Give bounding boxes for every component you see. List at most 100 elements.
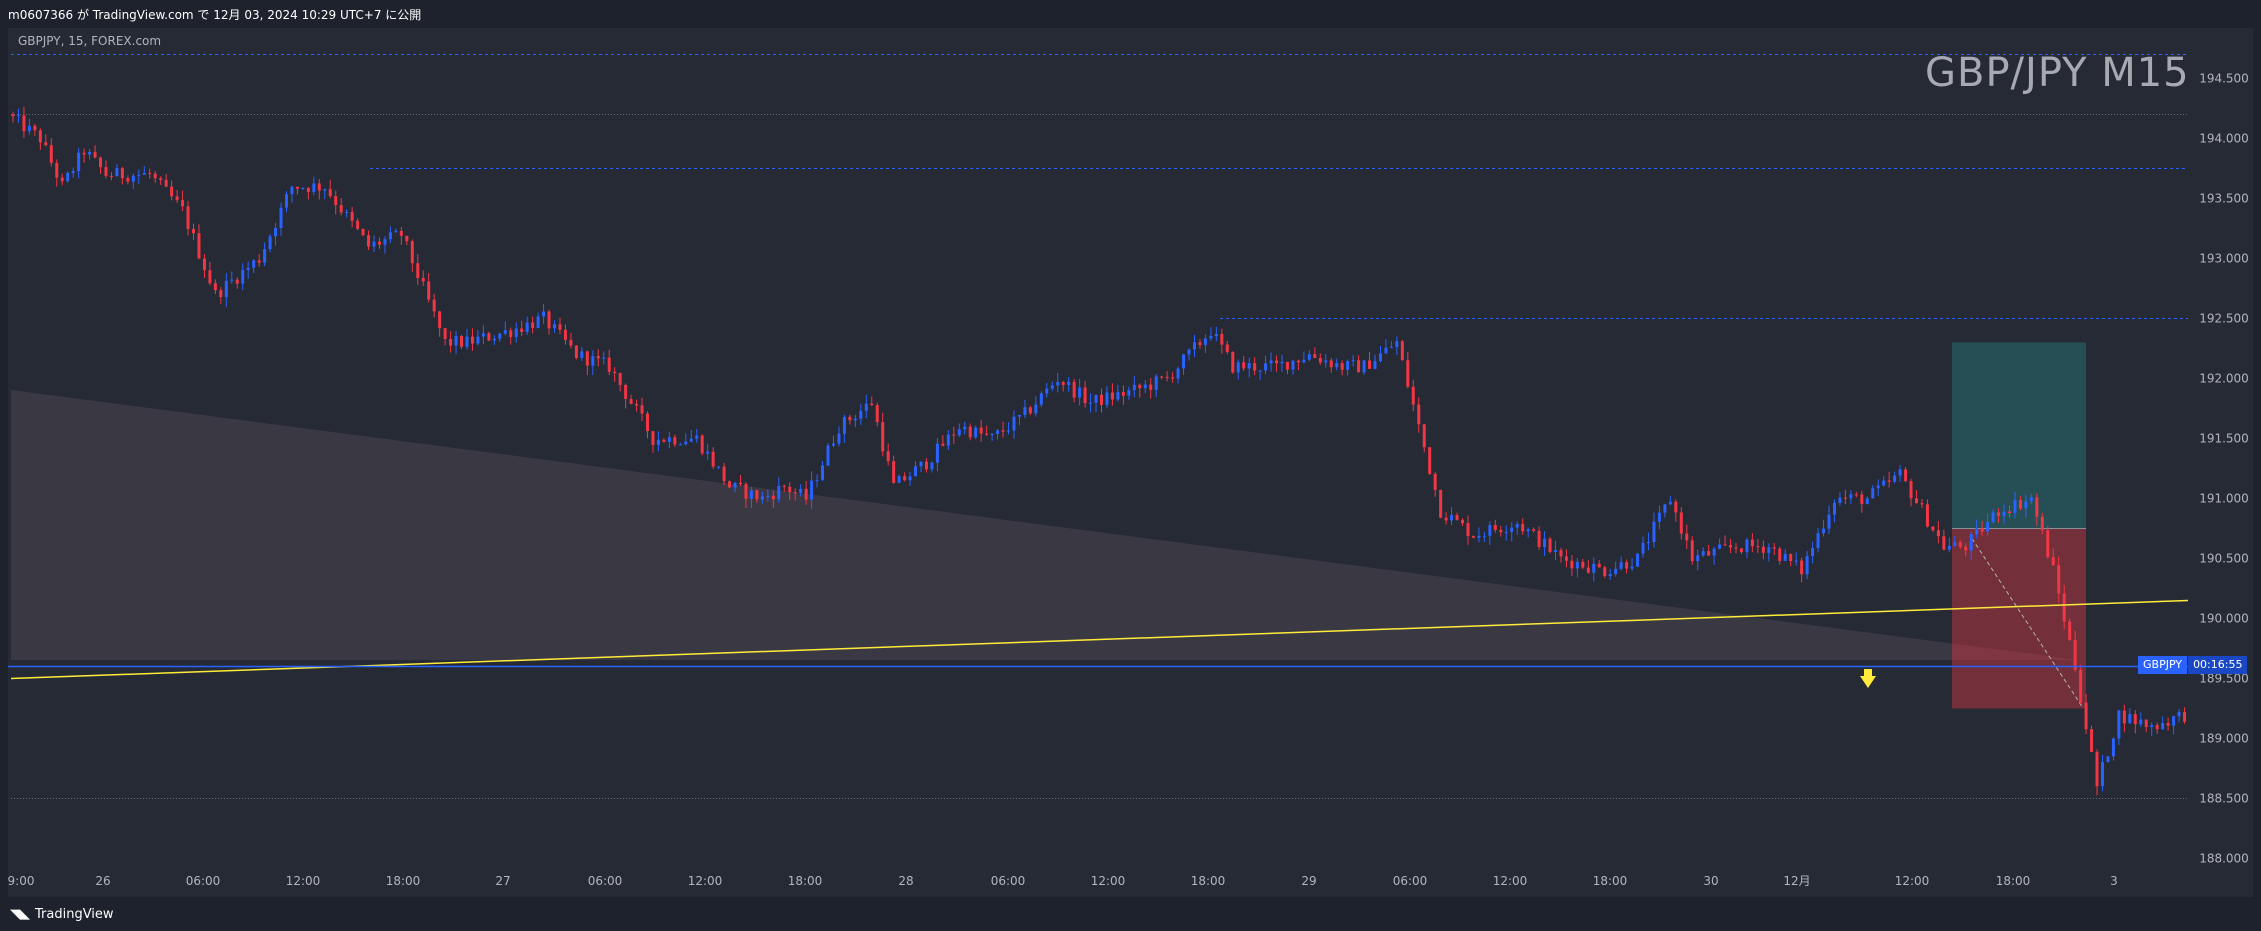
- candle-up: [1039, 393, 1043, 405]
- candle-down: [1570, 560, 1574, 569]
- candle-up: [1116, 392, 1120, 400]
- candle-up: [591, 356, 595, 366]
- candle-down: [55, 162, 59, 178]
- price-tag-countdown: 00:16:55: [2188, 656, 2248, 674]
- candle-down: [99, 157, 103, 168]
- y-tick-label: 192.500: [2199, 312, 2249, 326]
- candle-up: [2150, 725, 2154, 728]
- candle-up: [1986, 521, 1990, 532]
- candle-up: [2117, 710, 2121, 739]
- candle-down: [1406, 360, 1410, 387]
- candle-up: [1504, 532, 1508, 534]
- candle-down: [875, 405, 879, 423]
- candle-up: [733, 482, 737, 488]
- x-tick-label: 06:00: [1393, 874, 1428, 888]
- candle-down: [1242, 362, 1246, 369]
- candle-down: [1980, 528, 1984, 532]
- candle-up: [1176, 368, 1180, 379]
- candle-up: [1811, 547, 1815, 557]
- candle-up: [1794, 560, 1798, 562]
- candle-up: [1865, 498, 1869, 505]
- candle-up: [268, 236, 272, 250]
- candle-down: [848, 416, 852, 421]
- x-tick-label: 18:00: [1996, 874, 2031, 888]
- candle-up: [1827, 514, 1831, 529]
- candle-down: [892, 461, 896, 484]
- candle-down: [613, 371, 617, 374]
- current-price-tag: GBPJPY 00:16:55: [2138, 656, 2248, 674]
- candle-up: [1078, 387, 1082, 398]
- candle-up: [1346, 360, 1350, 370]
- candle-up: [667, 437, 671, 442]
- candle-down: [804, 488, 808, 500]
- x-tick-label: 12月: [1783, 874, 1810, 888]
- candle-up: [974, 427, 978, 438]
- candle-down: [219, 290, 223, 298]
- footer-bar: ◥◣ TradingView: [0, 897, 2261, 931]
- candle-down: [120, 168, 124, 179]
- candle-down: [421, 277, 425, 282]
- candle-down: [2183, 712, 2187, 722]
- candle-up: [1636, 553, 1640, 567]
- candle-down: [1444, 517, 1448, 521]
- candle-down: [1997, 512, 2001, 516]
- candle-up: [897, 476, 901, 484]
- candle-down: [782, 485, 786, 487]
- candle-down: [673, 437, 677, 445]
- candle-down: [175, 196, 179, 201]
- x-tick-label: 06:00: [991, 874, 1026, 888]
- candle-down: [1110, 392, 1114, 400]
- candle-down: [646, 413, 650, 432]
- candle-down: [22, 115, 26, 132]
- top-bar: m0607366 が TradingView.com で 12月 03, 202…: [0, 0, 2261, 28]
- candle-up: [1477, 535, 1481, 538]
- candle-up: [1034, 404, 1038, 414]
- price-tag-symbol: GBPJPY: [2138, 656, 2188, 674]
- candle-down: [213, 283, 217, 291]
- candle-down: [1586, 567, 1590, 573]
- candle-down: [1915, 498, 1919, 504]
- candle-up: [454, 336, 458, 346]
- candle-down: [416, 263, 420, 278]
- candle-up: [1657, 512, 1661, 522]
- candle-up: [1335, 363, 1339, 368]
- candle-down: [1231, 351, 1235, 373]
- candle-up: [580, 351, 584, 358]
- candle-up: [1619, 562, 1623, 569]
- candle-down: [2046, 530, 2050, 558]
- candle-up: [1783, 553, 1787, 561]
- candle-up: [1182, 354, 1186, 369]
- candle-up: [1575, 561, 1579, 569]
- candle-down: [328, 189, 332, 197]
- candle-down: [1422, 424, 1426, 448]
- candle-up: [919, 461, 923, 467]
- candle-up: [957, 429, 961, 436]
- brand[interactable]: ◥◣ TradingView: [10, 907, 114, 922]
- candle-down: [1225, 344, 1229, 352]
- candle-up: [1767, 547, 1771, 553]
- candle-down: [1904, 469, 1908, 482]
- x-tick-label: 06:00: [186, 874, 221, 888]
- candle-down: [1734, 547, 1738, 549]
- candle-up: [1045, 388, 1049, 394]
- candle-up: [1105, 392, 1109, 405]
- candle-up: [290, 186, 294, 195]
- candle-up: [2172, 716, 2176, 726]
- x-tick-label: 06:00: [588, 874, 623, 888]
- candle-up: [88, 151, 92, 155]
- candle-up: [1389, 346, 1393, 348]
- candle-down: [153, 173, 157, 179]
- candle-down: [1564, 556, 1568, 561]
- candle-up: [1526, 529, 1530, 532]
- candle-down: [2051, 557, 2055, 566]
- candle-down: [1854, 494, 1858, 496]
- candle-up: [684, 441, 688, 445]
- candle-up: [1203, 338, 1207, 346]
- x-tick-label: 28: [898, 874, 913, 888]
- candle-up: [27, 125, 31, 132]
- candle-down: [968, 426, 972, 438]
- candle-up: [996, 430, 1000, 435]
- y-tick-label: 189.500: [2199, 672, 2249, 686]
- x-tick-label: 18:00: [1593, 874, 1628, 888]
